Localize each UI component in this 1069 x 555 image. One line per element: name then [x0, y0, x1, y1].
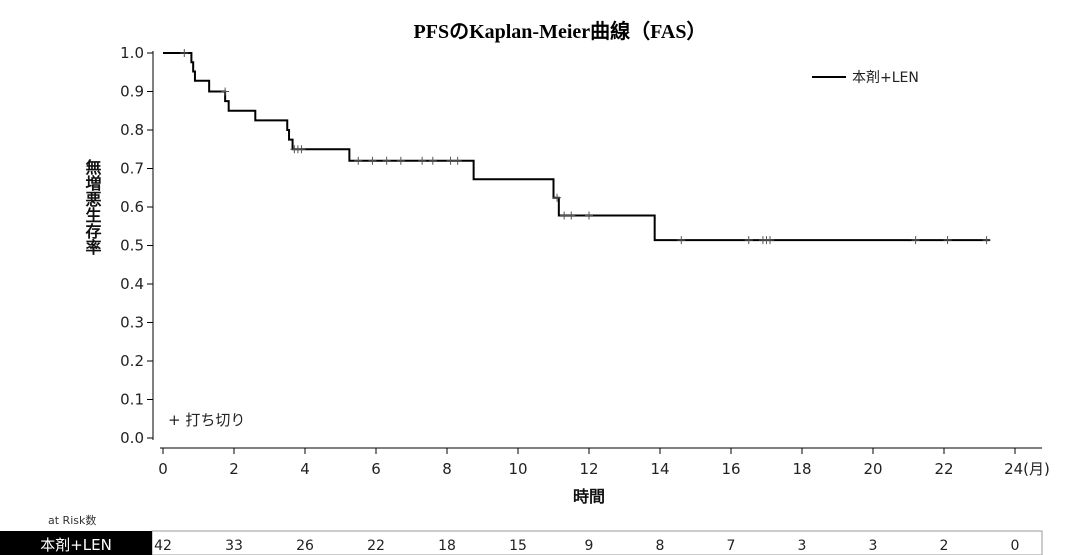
- censor-mark: [766, 236, 775, 245]
- y-tick-label: 1.0: [120, 44, 144, 62]
- censor-mark: [368, 156, 377, 165]
- risk-table: at Risk数 本剤+LEN 42 33 26 22 18 15 9 8 7 3 3 2 0: [0, 514, 1043, 555]
- km-step-line: [163, 52, 991, 242]
- y-tick-label: 0.5: [120, 237, 144, 255]
- censor-mark: [221, 87, 230, 96]
- x-tick-label: 20: [863, 460, 882, 478]
- risk-table-value: 22: [367, 538, 385, 554]
- x-tick-label: 8: [442, 460, 452, 478]
- risk-table-series-label: 本剤+LEN: [40, 536, 112, 554]
- x-tick-label: 2: [229, 460, 239, 478]
- censor-legend: + 打ち切り: [168, 411, 245, 429]
- x-tick-label: 12: [579, 460, 598, 478]
- legend: 本剤+LEN: [812, 70, 919, 86]
- risk-table-value: 2: [940, 538, 949, 554]
- censor-mark: [982, 236, 991, 245]
- risk-table-value: 8: [656, 538, 665, 554]
- legend-label: 本剤+LEN: [852, 70, 919, 86]
- risk-table-header: at Risk数: [48, 514, 96, 527]
- censor-marks: [180, 49, 991, 245]
- x-tick-label: 16: [721, 460, 740, 478]
- censor-mark: [744, 236, 753, 245]
- censor-mark: [567, 211, 576, 220]
- censor-mark: [943, 236, 952, 245]
- x-tick-label: 10: [508, 460, 527, 478]
- censor-mark: [297, 145, 306, 154]
- censor-mark: [428, 156, 437, 165]
- y-tick-label: 0.7: [120, 160, 144, 178]
- risk-table-value: 42: [154, 538, 172, 554]
- censor-mark: [382, 156, 391, 165]
- y-axis-label: 無増悪生存率: [83, 158, 102, 256]
- risk-table-value: 26: [296, 538, 314, 554]
- risk-table-value: 33: [225, 538, 243, 554]
- censor-mark: [446, 156, 455, 165]
- y-tick-label: 0.4: [120, 275, 144, 293]
- x-tick-label: 0: [158, 460, 168, 478]
- risk-table-value: 3: [798, 538, 807, 554]
- risk-table-values: 42 33 26 22 18 15 9 8 7 3 3 2 0: [154, 538, 1019, 554]
- series-layer: [163, 52, 991, 242]
- x-tick-label: 22: [934, 460, 953, 478]
- risk-table-value: 0: [1011, 538, 1020, 554]
- x-tick-label: 18: [792, 460, 811, 478]
- risk-table-value: 18: [438, 538, 456, 554]
- censor-mark: [553, 193, 562, 202]
- x-tick-label: 14: [650, 460, 669, 478]
- y-axis-ticks: 0.0 0.1 0.2 0.3 0.4 0.5 0.6 0.7 0.8 0.9 1.0: [120, 44, 153, 447]
- x-axis-unit-label: 24(月): [1004, 460, 1050, 478]
- censor-mark: [418, 156, 427, 165]
- censor-mark: [180, 49, 189, 57]
- censor-mark: [560, 211, 569, 220]
- risk-table-series-label-bg: [0, 531, 152, 555]
- y-tick-label: 0.2: [120, 352, 144, 370]
- y-tick-label: 0.9: [120, 83, 144, 101]
- censor-mark: [911, 236, 920, 245]
- censor-mark: [585, 211, 593, 220]
- x-axis-label: 時間: [573, 487, 605, 506]
- censor-mark: [396, 156, 405, 165]
- censor-mark: [354, 156, 363, 165]
- x-tick-label: 6: [371, 460, 381, 478]
- risk-table-value: 7: [727, 538, 736, 554]
- x-axis-ticks: 0 2 4 6 8 10 12 14 16 18 20 22: [158, 448, 1016, 478]
- plot-area: 0.0 0.1 0.2 0.3 0.4 0.5 0.6 0.7 0.8 0.9 1.0 0 2 4 6 8 1…: [120, 44, 1042, 478]
- y-tick-label: 0.1: [120, 391, 144, 409]
- censor-mark: [677, 236, 686, 245]
- y-tick-label: 0.0: [120, 429, 144, 447]
- risk-table-value: 9: [585, 538, 594, 554]
- chart-title: PFSのKaplan-Meier曲線（FAS）: [414, 19, 707, 43]
- y-tick-label: 0.6: [120, 198, 144, 216]
- risk-table-value: 15: [509, 538, 527, 554]
- y-tick-label: 0.3: [120, 314, 144, 332]
- censor-mark: [453, 156, 462, 165]
- x-tick-label: 4: [300, 460, 310, 478]
- risk-table-border: [151, 530, 1043, 555]
- y-tick-label: 0.8: [120, 121, 144, 139]
- risk-table-value: 3: [869, 538, 878, 554]
